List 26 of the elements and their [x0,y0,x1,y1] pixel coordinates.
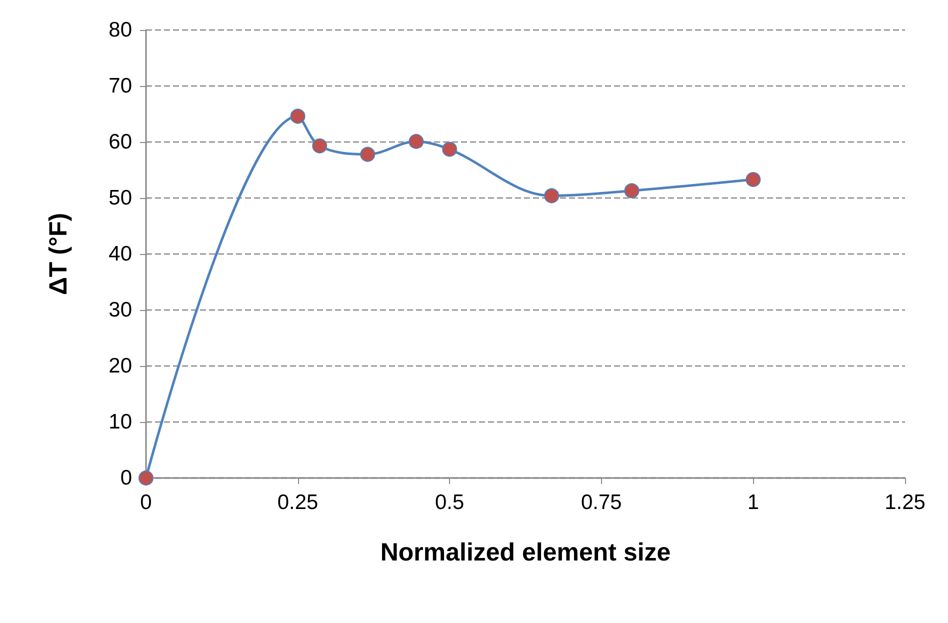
x-tick-label: 0.25 [277,491,318,514]
point [360,146,376,162]
y-tick-label: 20 [108,354,132,378]
y-tick-label: 30 [108,298,132,322]
y-tick-label: 60 [108,130,132,154]
x-tick-label: 0.75 [580,491,622,514]
y-tick-label: 80 [108,18,132,42]
y-tick-label: 50 [108,186,132,210]
point [746,172,761,188]
point [442,142,458,157]
y-tick-label: 40 [108,242,132,266]
x-tick-label: 0 [140,491,152,514]
x-tick-label: 1.25 [884,491,926,514]
y-tick-label: 10 [108,410,132,434]
point [138,470,154,486]
y-axis-title: ΔT (°F) [44,212,72,296]
y-tick-label: 0 [120,466,132,490]
point [408,134,424,149]
point [544,188,560,204]
y-tick-label: 70 [108,74,132,98]
point [624,183,640,198]
x-tick-label: 1 [747,491,760,514]
point [290,108,306,124]
x-tick-label: 0.5 [435,491,464,514]
x-axis-title: Normalized element size [380,538,671,566]
point [312,138,328,154]
